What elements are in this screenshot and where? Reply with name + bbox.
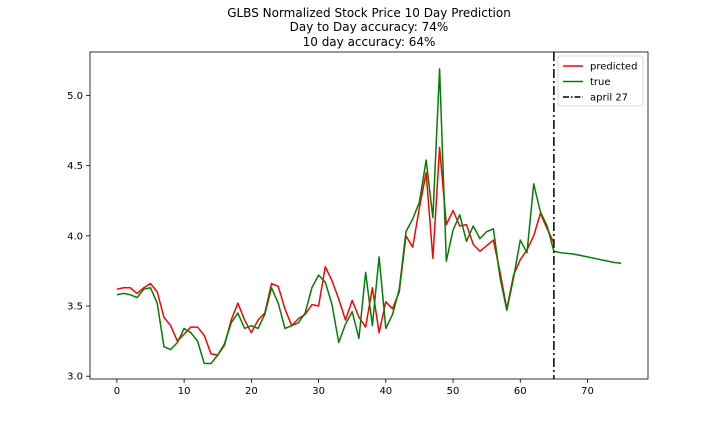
chart-title-line-1: GLBS Normalized Stock Price 10 Day Predi… [227,6,511,20]
y-tick-label: 5.0 [67,91,83,102]
x-tick-label: 40 [379,386,392,397]
y-tick-label: 4.0 [67,231,83,242]
x-tick-label: 20 [245,386,258,397]
chart-title-line-3: 10 day accuracy: 64% [303,35,436,49]
x-tick-label: 0 [114,386,120,397]
legend-box [557,55,644,107]
plot-frame [89,51,649,380]
x-tick-label: 30 [312,386,325,397]
legend: predicted true april 27 [557,55,644,107]
y-tick-label: 3.5 [67,302,83,313]
y-tick-label: 4.5 [67,161,83,172]
x-tick-label: 10 [178,386,191,397]
x-axis: 0 10 20 30 40 50 60 70 [114,379,594,397]
x-tick-label: 50 [447,386,460,397]
x-tick-label: 70 [581,386,594,397]
y-axis: 3.0 3.5 4.0 4.5 5.0 [67,91,90,383]
legend-label-predicted: predicted [590,62,637,73]
series-layer [116,52,622,379]
chart-title-line-2: Day to Day accuracy: 74% [290,20,449,34]
legend-label-true: true [590,77,611,88]
plot-area [89,51,649,380]
series-line-true [116,68,622,365]
legend-label-april-27: april 27 [590,93,628,104]
x-tick-label: 60 [514,386,527,397]
series-line-predicted [116,146,555,356]
y-tick-label: 3.0 [67,372,83,383]
